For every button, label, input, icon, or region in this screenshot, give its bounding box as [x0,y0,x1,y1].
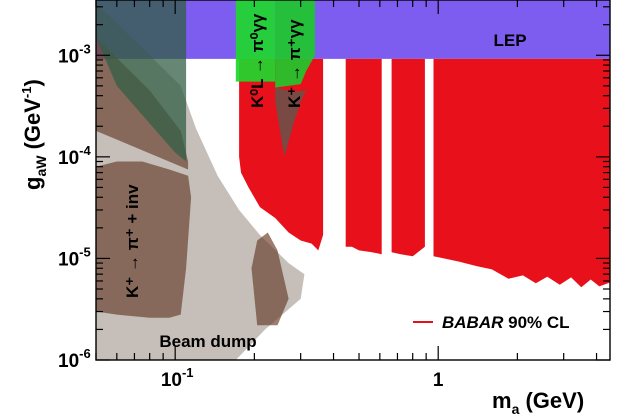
region-6 [251,232,289,326]
regions-layer [96,0,610,360]
region-2 [345,58,382,255]
y-axis-title: gaW (GeV-1) [19,79,49,190]
region-12 [96,0,187,162]
annotations-layer: LEP Beam dump K⁺ → π⁺ + inv K⁰L → π⁰γγ K… [123,13,570,351]
y-tick-label: 10-3 [58,41,91,67]
region-0 [96,0,610,59]
region-3 [391,58,425,257]
y-tick-label: 10-4 [58,143,91,169]
x-axis-title: ma (GeV) [492,388,584,417]
region-5 [96,161,192,318]
legend-text: BABAR 90% CL [442,313,570,332]
region-11 [275,87,307,157]
region-label-lep: LEP [493,31,526,50]
y-tick-label: 10-5 [58,244,91,270]
tick-labels-layer: 10-3 10-4 10-5 10-6 10-1 1 [58,41,444,391]
region-4 [433,58,610,288]
region-label-kl: K⁰L → π⁰γγ [248,13,267,108]
x-tick-label: 10-1 [161,365,194,391]
y-tick-label: 10-6 [58,346,91,372]
region-9 [235,0,276,82]
x-tick-label: 1 [433,370,444,391]
legend: BABAR 90% CL [413,313,570,332]
ticks-layer [95,0,610,361]
region-label-beam-dump: Beam dump [159,332,256,351]
plot-frame [95,0,611,361]
region-label-kpinv: K⁺ → π⁺ + inv [123,184,142,298]
region-10 [275,0,315,88]
region-1 [239,58,324,251]
region-label-kp: K⁺ → π⁺γγ [285,19,304,108]
